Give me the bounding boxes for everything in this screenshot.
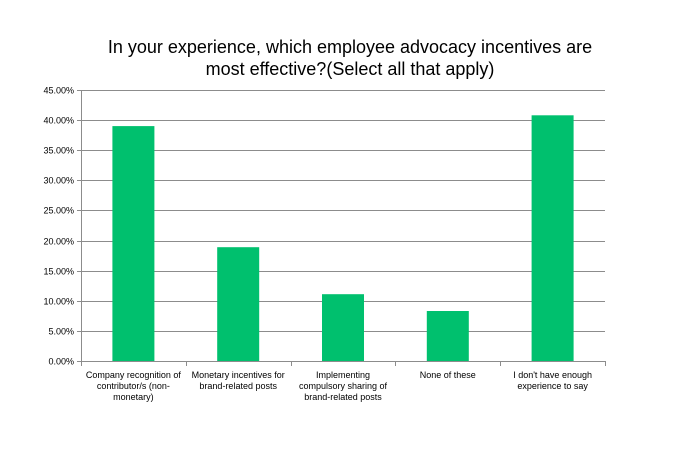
category-label: experience to say [517,381,588,391]
chart-title-line-2: most effective?(Select all that apply) [205,59,495,79]
y-tick-label: 20.00% [43,237,74,247]
category-label: Monetary incentives for [192,370,285,380]
category-label: brand-related posts [199,381,277,391]
bar [322,294,364,361]
chart-title: In your experience, which employee advoc… [0,36,700,80]
category-label: I don't have enough [513,370,592,380]
y-tick-label: 40.00% [43,116,74,126]
y-tick-label: 15.00% [43,267,74,277]
bar [217,247,260,361]
y-tick-label: 30.00% [43,176,74,186]
y-tick-label: 0.00% [48,357,74,367]
y-tick-label: 45.00% [43,86,74,96]
bar [112,126,155,361]
y-tick-label: 5.00% [48,327,74,337]
y-tick-label: 25.00% [43,206,74,216]
y-tick-label: 10.00% [43,297,74,307]
category-label: Company recognition of [86,370,182,380]
category-label: contributor/s (non- [97,381,170,391]
category-label: compulsory sharing of [299,381,388,391]
category-label: brand-related posts [304,392,382,402]
chart-title-line-1: In your experience, which employee advoc… [107,37,593,57]
category-label: Implementing [316,370,370,380]
y-tick-label: 35.00% [43,146,74,156]
bar [531,115,574,361]
bar [426,311,469,361]
category-label: monetary) [113,392,154,402]
category-label: None of these [420,370,476,380]
